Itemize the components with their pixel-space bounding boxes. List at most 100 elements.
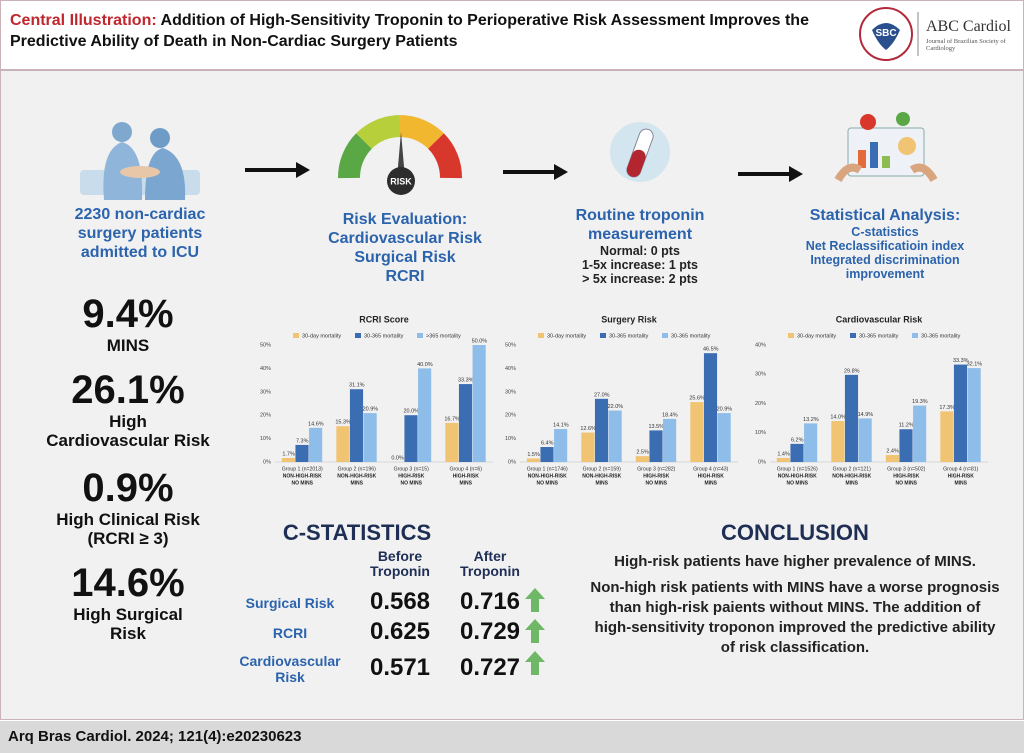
cstat-title: C-STATISTICS <box>282 520 432 545</box>
text-block: 0.727 <box>445 654 535 682</box>
value-label: 20.0% <box>403 409 419 415</box>
value-label: 50.0% <box>472 338 488 344</box>
bar <box>349 389 364 462</box>
value-label: 13.2% <box>803 417 819 423</box>
value-label: 25.6% <box>689 396 705 402</box>
footer-text: Arq Bras Cardiol. 2024; 121(4):e20230623 <box>8 728 302 745</box>
y-tick-label: 10% <box>260 436 271 442</box>
bar <box>899 429 913 462</box>
step-line: Statistical Analysis: <box>809 207 961 224</box>
text-block: RCRI <box>230 625 350 641</box>
legend-swatch <box>355 333 361 338</box>
x-tick-label: Group 2 (n=159) <box>583 466 621 472</box>
highlight-label: Risk <box>110 624 146 643</box>
text-block: 2230 non-cardiac surgery patients admitted… <box>30 205 250 262</box>
x-tick-sublabel: NON-HIGH-RISK <box>778 473 817 479</box>
legend-swatch <box>662 333 668 338</box>
y-tick-label: 20% <box>260 413 271 419</box>
cstat-after: 0.729 <box>459 618 521 645</box>
step-line: admitted to ICU <box>80 244 200 261</box>
highlight-value: 9.4% <box>82 292 174 336</box>
highlight-label: High <box>109 412 147 431</box>
value-label: 2.5% <box>636 450 649 456</box>
legend-swatch <box>600 333 606 338</box>
cstat-before: 0.571 <box>369 654 431 681</box>
value-label: 33.3% <box>953 358 969 364</box>
x-tick-sublabel: NO MINS <box>292 480 314 486</box>
value-label: 1.5% <box>527 452 540 458</box>
text-block: Before Troponin <box>355 549 445 579</box>
analysis-icon <box>834 112 938 183</box>
value-label: 0.0% <box>391 455 404 461</box>
y-tick-label: 0% <box>508 459 516 465</box>
value-label: 20.9% <box>363 407 379 413</box>
bar <box>790 443 804 462</box>
y-tick-label: 20% <box>505 413 516 419</box>
text-block: Risk Evaluation: Cardiovascular Risk Surgi… <box>305 210 505 286</box>
legend-label: 30-365 mortality <box>671 333 711 339</box>
highlight-value: 0.9% <box>82 466 174 510</box>
step-line: RCRI <box>385 268 425 285</box>
x-tick-label: Group 3 (n=15) <box>394 466 430 472</box>
x-tick-sublabel: NON-HIGH-RISK <box>337 473 376 479</box>
x-tick-sublabel: MINS <box>705 480 718 486</box>
x-tick-sublabel: MINS <box>351 480 364 486</box>
bar <box>594 398 609 462</box>
conclusion-paragraph: High-risk patients have higher prevalenc… <box>614 553 976 570</box>
x-tick-sublabel: NON-HIGH-RISK <box>528 473 567 479</box>
value-label: 29.8% <box>844 368 860 374</box>
legend-label: >365 mortality <box>426 333 461 339</box>
value-label: 15.3% <box>335 420 351 426</box>
bar <box>404 415 418 462</box>
highlight-label: (RCRI ≥ 3) <box>87 529 169 548</box>
legend-label: 30-day mortality <box>302 333 341 339</box>
cstat-column: After <box>473 548 507 564</box>
bar <box>967 368 981 462</box>
y-tick-label: 10% <box>505 436 516 442</box>
x-tick-sublabel: NO MINS <box>401 480 423 486</box>
bar <box>776 457 790 462</box>
text-block: 0.625 <box>355 618 445 646</box>
cstat-row-label: Risk <box>275 669 305 685</box>
bar <box>717 413 731 462</box>
text-block: Surgical Risk <box>230 595 350 611</box>
text-block: 0.568 <box>355 588 445 616</box>
value-label: 1.7% <box>282 451 295 457</box>
bar <box>540 447 554 462</box>
y-tick-label: 10% <box>755 430 766 436</box>
step-detail: > 5x increase: 2 pts <box>582 272 698 286</box>
x-tick-label: Group 2 (n=121) <box>833 466 871 472</box>
y-tick-label: 0% <box>758 459 766 465</box>
cstat-column: Before <box>377 548 423 564</box>
step-detail: Integrated discrimination <box>810 253 960 267</box>
title-text: Addition of High-Sensitivity Troponin to… <box>10 12 809 50</box>
y-tick-label: 0% <box>263 459 271 465</box>
text-block: Routine troponin measurement Normal: 0 pts… <box>540 206 740 286</box>
risk-gauge <box>338 115 462 195</box>
highlight-label: Cardiovascular Risk <box>46 431 210 450</box>
step-detail: Normal: 0 pts <box>600 244 680 258</box>
y-tick-label: 40% <box>755 342 766 348</box>
value-label: 16.7% <box>444 416 460 422</box>
step-line: Cardiovascular Risk <box>328 230 482 247</box>
x-tick-sublabel: HIGH-RISK <box>453 473 480 479</box>
value-label: 13.5% <box>648 424 664 430</box>
legend-label: 30-365 mortality <box>921 333 961 339</box>
x-tick-sublabel: HIGH-RISK <box>698 473 725 479</box>
bar <box>472 345 486 462</box>
y-tick-label: 50% <box>505 342 516 348</box>
y-tick-label: 40% <box>505 366 516 372</box>
cstat-row-label: RCRI <box>272 625 308 641</box>
value-label: 46.5% <box>703 347 719 353</box>
logo-text: SBC <box>875 28 897 39</box>
journal-subtitle: Journal of Brazilian Society of Cardiolo… <box>926 38 1006 52</box>
value-label: 22.0% <box>608 404 624 410</box>
value-label: 6.4% <box>541 440 554 446</box>
value-label: 14.6% <box>308 421 324 427</box>
legend-label: 30-day mortality <box>797 333 836 339</box>
x-tick-sublabel: HIGH-RISK <box>893 473 920 479</box>
x-tick-sublabel: NO MINS <box>646 480 668 486</box>
highlight-label: MINS <box>106 336 150 355</box>
step-detail: C-statistics <box>851 225 919 239</box>
